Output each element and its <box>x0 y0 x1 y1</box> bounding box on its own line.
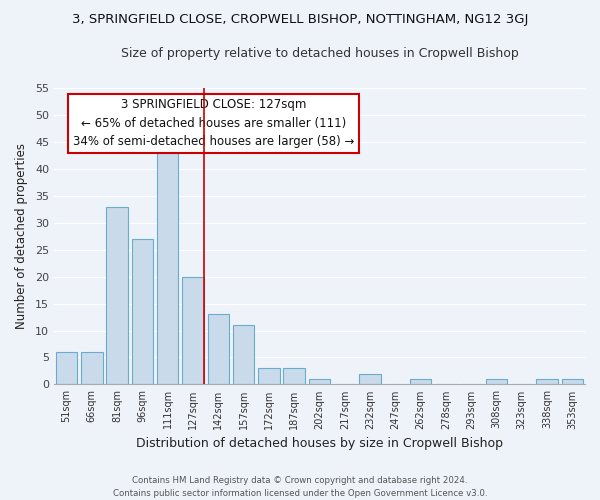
Bar <box>309 379 330 384</box>
Bar <box>283 368 305 384</box>
Bar <box>182 276 204 384</box>
Bar <box>56 352 77 384</box>
Bar <box>359 374 381 384</box>
Bar <box>410 379 431 384</box>
Bar <box>131 239 153 384</box>
Bar <box>106 206 128 384</box>
Bar <box>562 379 583 384</box>
Bar <box>208 314 229 384</box>
Y-axis label: Number of detached properties: Number of detached properties <box>15 143 28 329</box>
Bar <box>258 368 280 384</box>
Bar <box>157 152 178 384</box>
Text: Contains HM Land Registry data © Crown copyright and database right 2024.
Contai: Contains HM Land Registry data © Crown c… <box>113 476 487 498</box>
Text: 3, SPRINGFIELD CLOSE, CROPWELL BISHOP, NOTTINGHAM, NG12 3GJ: 3, SPRINGFIELD CLOSE, CROPWELL BISHOP, N… <box>72 12 528 26</box>
Bar <box>233 325 254 384</box>
Bar <box>486 379 507 384</box>
X-axis label: Distribution of detached houses by size in Cropwell Bishop: Distribution of detached houses by size … <box>136 437 503 450</box>
Bar <box>536 379 558 384</box>
Title: Size of property relative to detached houses in Cropwell Bishop: Size of property relative to detached ho… <box>121 48 518 60</box>
Text: 3 SPRINGFIELD CLOSE: 127sqm
← 65% of detached houses are smaller (111)
34% of se: 3 SPRINGFIELD CLOSE: 127sqm ← 65% of det… <box>73 98 354 148</box>
Bar <box>81 352 103 384</box>
